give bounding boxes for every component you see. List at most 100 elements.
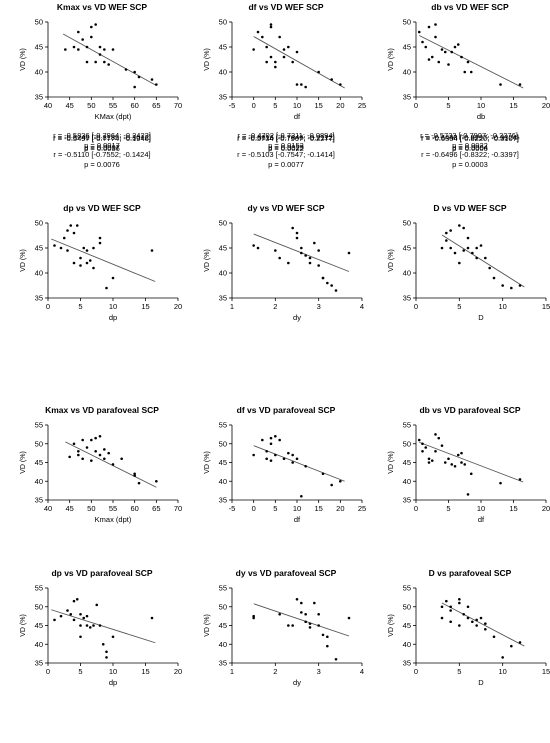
data-point (445, 599, 448, 603)
data-point (105, 650, 108, 654)
data-point (98, 45, 102, 49)
y-tick-label: 50 (35, 602, 43, 611)
x-axis-label: df (478, 515, 485, 524)
chart-title: dy vs VD WEF SCP (247, 203, 325, 213)
data-point (256, 30, 260, 34)
y-tick-label: 55 (219, 421, 227, 430)
stats-line: r = -0.5836 [-0.7964; -0.2423] (53, 131, 151, 140)
data-point (278, 438, 281, 442)
y-tick-label: 45 (403, 621, 411, 630)
data-point (330, 483, 333, 487)
data-point (103, 60, 106, 64)
data-point (88, 626, 92, 629)
data-point (111, 48, 115, 51)
stats-line: r = -0.5103 [-0.7547; -0.1414] (237, 150, 335, 159)
data-point (107, 451, 110, 455)
y-tick-label: 50 (35, 219, 43, 228)
data-point (300, 494, 303, 498)
x-tick-label: 5 (446, 101, 450, 110)
scatter-panel: dp vs VD WEF SCP 35 40 45 50 0 5 10 15 20 VD (%) dp… (12, 134, 192, 378)
x-tick-label: 10 (293, 504, 301, 513)
data-point (449, 229, 452, 232)
data-point (103, 48, 106, 51)
data-point (321, 472, 325, 476)
data-point (440, 48, 444, 51)
data-point (291, 461, 294, 464)
x-tick-label: 20 (542, 101, 550, 110)
x-axis-label: dy (293, 313, 301, 322)
data-point (304, 612, 307, 616)
data-point (88, 259, 92, 262)
x-axis-label: Kmax (dpt) (95, 515, 132, 524)
stats-line: p = 0.0036 (84, 143, 120, 153)
y-tick-label: 45 (35, 621, 43, 630)
x-tick-label: 0 (252, 504, 256, 513)
data-point (111, 463, 115, 466)
x-tick-label: 70 (174, 504, 182, 513)
data-point (326, 281, 329, 285)
data-point (66, 229, 69, 232)
data-point (475, 256, 478, 260)
data-point (300, 83, 303, 86)
x-axis-label: df (294, 515, 301, 524)
data-point (92, 266, 95, 270)
data-point (434, 449, 437, 453)
x-tick-label: 45 (65, 101, 73, 110)
chart-title: db vs VD WEF SCP (431, 2, 509, 12)
y-tick-label: 35 (35, 659, 43, 668)
data-point (252, 244, 255, 247)
x-tick-label: 10 (109, 302, 117, 311)
y-tick-label: 50 (403, 602, 411, 611)
data-point (471, 251, 474, 255)
scatter-panel: dy vs VD parafoveal SCP 35 40 45 50 55 1 2 3 4 VD … (196, 150, 376, 743)
data-point (291, 60, 294, 64)
stats-line: p = 0.0003 (452, 159, 488, 169)
x-tick-label: 10 (109, 667, 117, 676)
data-point (75, 597, 79, 601)
scatter-panel: dp vs VD parafoveal SCP 35 40 45 50 55 0 5 10 15 2… (12, 150, 192, 743)
data-point (460, 451, 463, 455)
data-point (449, 620, 452, 624)
data-point (427, 25, 431, 29)
data-point (458, 261, 461, 265)
data-point (501, 284, 504, 287)
x-tick-label: 15 (509, 504, 517, 513)
scatter-panel: D vs parafoveal SCP 35 40 45 50 55 0 5 10 15 VD (%… (380, 150, 550, 743)
data-point (150, 616, 154, 620)
data-point (466, 236, 470, 240)
data-point (456, 43, 460, 46)
y-tick-label: 35 (403, 496, 411, 505)
y-tick-label: 45 (219, 458, 227, 467)
data-point (82, 246, 86, 250)
data-point (430, 459, 434, 462)
x-tick-label: 50 (87, 101, 95, 110)
data-point (133, 70, 136, 74)
data-point (462, 249, 465, 252)
correlation-stats: r = -0.5110 [-0.7552; -0.1424] p = 0.0076 (12, 150, 192, 169)
data-point (449, 246, 452, 250)
stats-line: p = 0.0007 (84, 142, 120, 152)
scatter-plot: 35 40 45 50 1 2 3 4 VD (%) dy (204, 219, 364, 322)
data-point (287, 261, 290, 265)
regression-line (65, 441, 157, 488)
data-point (326, 635, 329, 639)
data-point (274, 60, 277, 64)
data-point (278, 256, 281, 260)
data-point (66, 249, 69, 252)
data-point (72, 261, 76, 265)
correlation-stats: r = -0.5103 [-0.7547; -0.1414] p = 0.0077 (196, 150, 376, 169)
data-point (133, 474, 136, 477)
data-point (69, 224, 73, 227)
data-point (274, 65, 277, 69)
data-point (458, 601, 461, 605)
data-point (300, 246, 303, 250)
data-point (471, 620, 474, 624)
data-point (300, 601, 303, 605)
data-point (256, 246, 260, 250)
data-point (427, 457, 431, 461)
data-point (437, 436, 441, 440)
data-point (510, 644, 513, 648)
data-point (339, 83, 342, 86)
stats-line: r = -0.5733 [-0.7907; -0.2276], (420, 131, 520, 140)
